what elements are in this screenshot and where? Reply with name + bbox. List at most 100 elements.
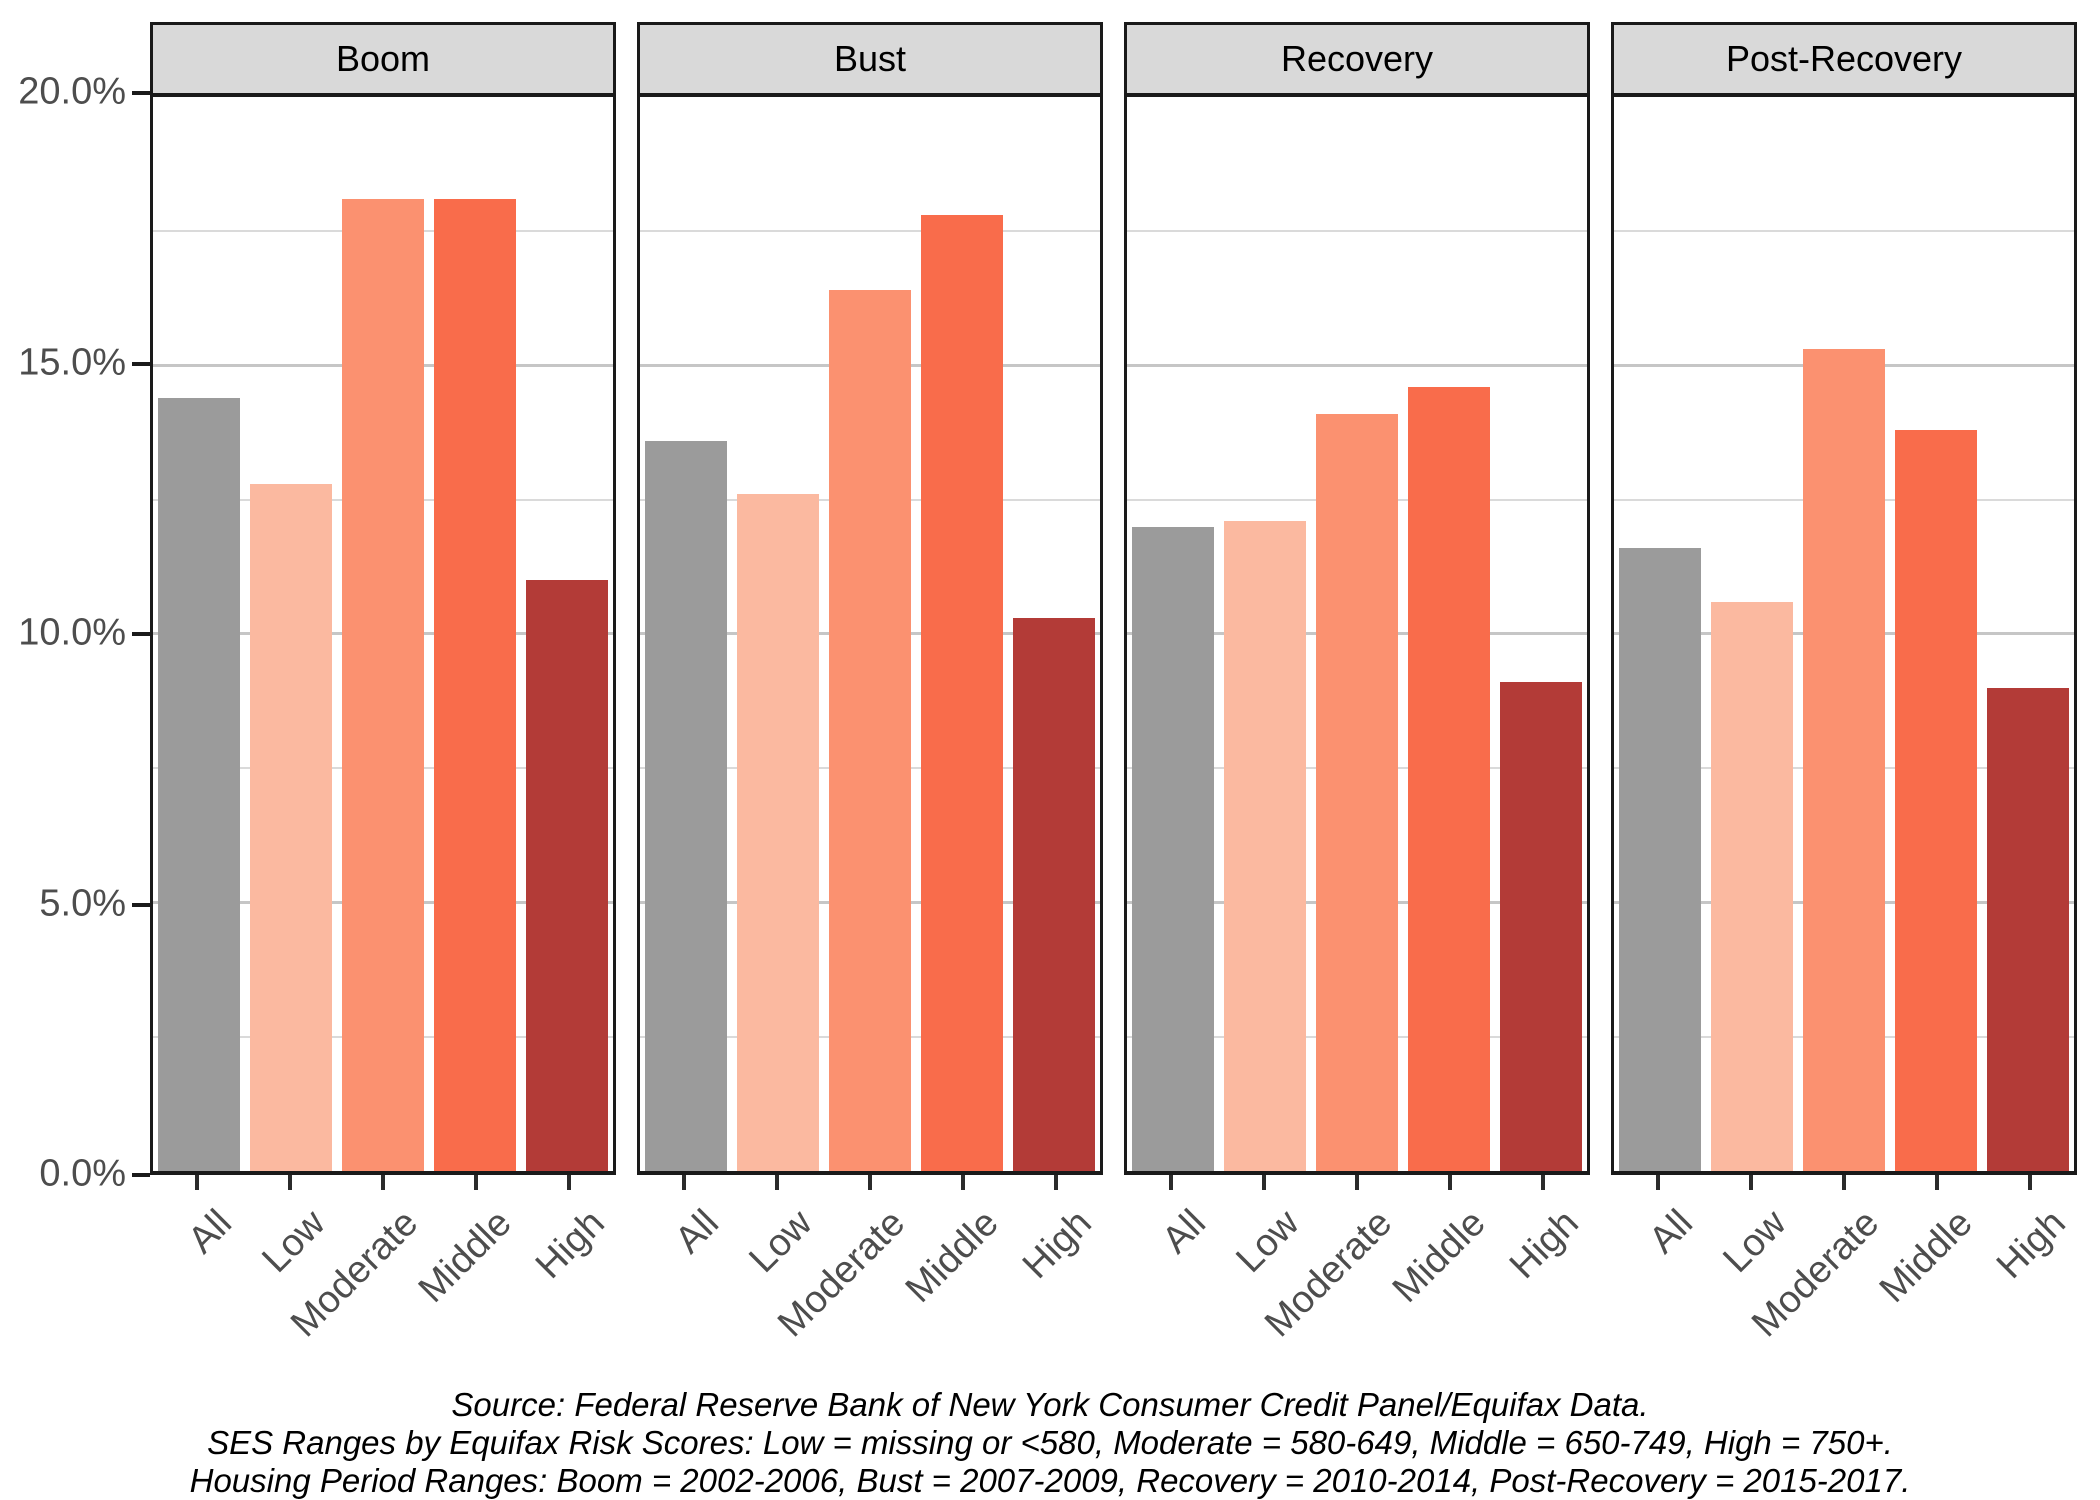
x-tick-mark [194,1175,199,1190]
facet-strip: Post-Recovery [1611,22,2077,93]
x-tick-label-middle: Middle [1872,1202,1981,1311]
facet-recovery: Recovery All Low Moderate Middle High [1124,22,1590,1345]
x-labels: All Low Moderate Middle High [150,1190,616,1345]
y-tick-label: 5.0% [39,882,126,925]
bar-boom-low [250,483,332,1171]
y-tick-mark [132,1173,150,1177]
x-tick-mark [474,1175,479,1190]
bar-slot [1127,97,1219,1171]
x-tick-label-all: All [667,1202,728,1262]
y-tick-mark [132,91,150,95]
bar-boom-all [158,397,240,1171]
x-tick-label-middle: Middle [1385,1202,1494,1311]
x-tick-label-high: High [1015,1202,1101,1287]
y-tick-label: 15.0% [18,341,126,384]
bar-slot [429,97,521,1171]
bars [1614,97,2074,1171]
bar-boom-high [526,580,608,1171]
bar-slot [732,97,824,1171]
plot-panel-post-recovery [1611,93,2077,1175]
caption-line-source: Source: Federal Reserve Bank of New York… [451,1386,1649,1423]
x-tick-label-low: Low [741,1202,821,1281]
facet-strip-label: Post-Recovery [1725,38,1963,79]
plot-panel-bust [637,93,1103,1175]
y-tick-label: 20.0% [18,70,126,113]
bars [1127,97,1587,1171]
bar-bust-low [737,494,819,1171]
x-tick-label-low: Low [1715,1202,1795,1281]
x-axis [1124,1175,1590,1190]
x-tick-mark [1842,1175,1846,1190]
x-tick-mark [681,1175,686,1190]
x-tick-label-middle: Middle [898,1202,1007,1311]
x-tick-mark [1054,1175,1059,1190]
bar-slot [1219,97,1311,1171]
x-tick-mark [1168,1175,1173,1190]
bar-boom-middle [434,199,516,1171]
bar-bust-all [645,440,727,1171]
caption: Source: Federal Reserve Bank of New York… [0,1386,2100,1500]
bar-recovery-low [1224,521,1306,1171]
bar-bust-high [1013,617,1095,1171]
x-tick-mark [381,1175,385,1190]
bar-bust-moderate [829,290,911,1171]
caption-line-period-ranges: Housing Period Ranges: Boom = 2002-2006,… [189,1462,1911,1499]
bar-slot [1403,97,1495,1171]
x-labels: All Low Moderate Middle High [637,1190,1103,1345]
bar-recovery-moderate [1316,413,1398,1171]
bar-bust-middle [921,215,1003,1171]
bar-boom-moderate [342,199,424,1171]
x-tick-mark [1448,1175,1453,1190]
facet-panels: Boom All Low Moderate Middle High Bust All Low Mo… [150,22,2077,1345]
x-tick-mark [1355,1175,1359,1190]
bar-slot [245,97,337,1171]
facet-strip: Bust [637,22,1103,93]
bar-slot [1495,97,1587,1171]
bar-slot [1798,97,1890,1171]
y-tick-mark [132,902,150,907]
bar-post-recovery-high [1987,687,2069,1171]
bar-slot [824,97,916,1171]
facet-strip: Recovery [1124,22,1590,93]
x-axis [637,1175,1103,1190]
facet-strip-label: Boom [335,38,431,79]
plot-panel-boom [150,93,616,1175]
bar-recovery-middle [1408,386,1490,1171]
gridline-minor [1614,230,2074,233]
x-tick-mark [961,1175,966,1190]
bar-post-recovery-middle [1895,429,1977,1171]
caption-line-ses-ranges: SES Ranges by Equifax Risk Scores: Low =… [207,1424,1893,1461]
facet-strip-label: Recovery [1280,38,1434,79]
facet-bust: Bust All Low Moderate Middle High [637,22,1103,1345]
x-tick-label-high: High [528,1202,614,1287]
x-tick-mark [1261,1175,1266,1190]
facet-boom: Boom All Low Moderate Middle High [150,22,616,1345]
x-tick-mark [774,1175,779,1190]
facet-strip: Boom [150,22,616,93]
bar-post-recovery-all [1619,548,1701,1171]
bar-slot [1706,97,1798,1171]
y-tick-mark [132,632,150,636]
bar-recovery-all [1132,526,1214,1171]
x-axis [1611,1175,2077,1190]
facet-post-recovery: Post-Recovery All Low Moderate Middle High [1611,22,2077,1345]
bar-slot [337,97,429,1171]
plot-panel-recovery [1124,93,1590,1175]
bar-slot [1614,97,1706,1171]
gridline-minor [1127,230,1587,233]
bar-slot [1311,97,1403,1171]
facet-strip-label: Bust [833,38,907,79]
bars [640,97,1100,1171]
x-tick-label-all: All [180,1202,241,1262]
x-labels: All Low Moderate Middle High [1124,1190,1590,1345]
x-tick-mark [287,1175,292,1190]
x-tick-label-low: Low [254,1202,334,1281]
x-tick-mark [1655,1175,1660,1190]
x-tick-mark [868,1175,872,1190]
x-tick-label-all: All [1641,1202,1702,1262]
x-tick-label-low: Low [1228,1202,1308,1281]
bar-post-recovery-moderate [1803,349,1885,1171]
bar-recovery-high [1500,682,1582,1171]
x-tick-mark [2028,1175,2033,1190]
bar-slot [640,97,732,1171]
